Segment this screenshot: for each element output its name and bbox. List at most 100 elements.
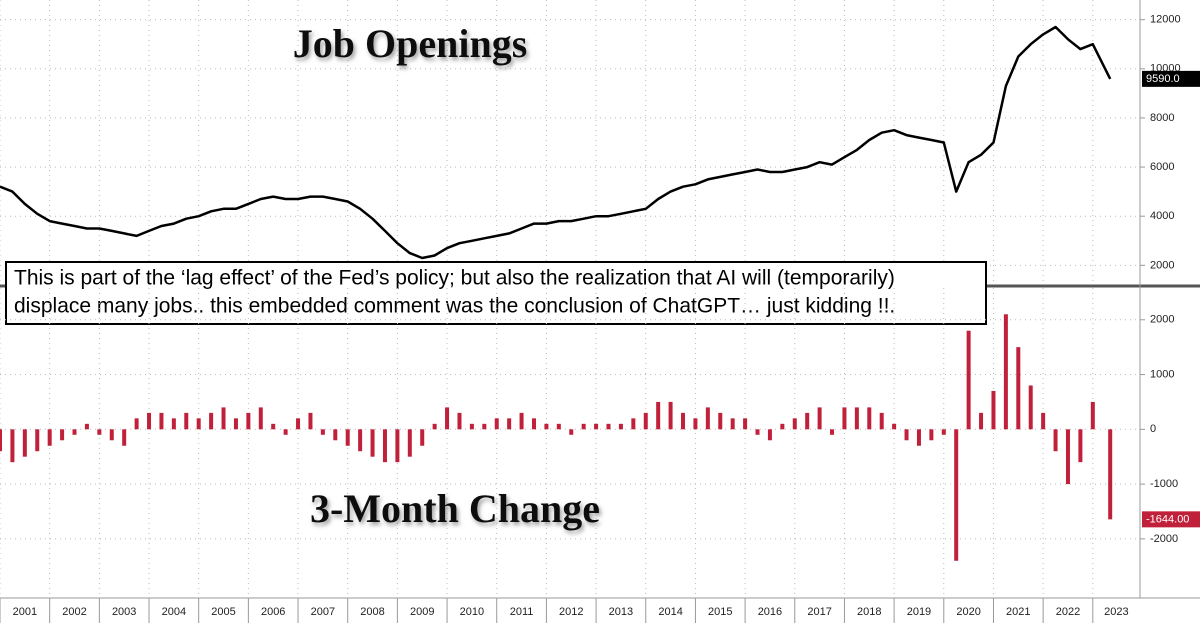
x-tick-label: 2023	[1104, 606, 1128, 618]
bar	[904, 429, 909, 441]
bar	[184, 412, 189, 430]
bar	[196, 418, 201, 430]
bar	[159, 412, 164, 430]
bar	[916, 429, 921, 446]
x-tick-label: 2001	[13, 606, 37, 618]
bar	[271, 423, 276, 430]
x-tick-label: 2004	[162, 606, 186, 618]
bar	[1028, 385, 1033, 430]
bar	[867, 407, 872, 430]
bar	[134, 418, 139, 430]
bar	[854, 407, 859, 430]
value-label-box	[1142, 511, 1200, 528]
bar	[830, 429, 835, 435]
x-tick-label: 2006	[261, 606, 285, 618]
y-tick-label: 1000	[1150, 368, 1174, 380]
x-tick-label: 2009	[410, 606, 434, 618]
bar	[1041, 412, 1046, 430]
bar	[966, 330, 971, 430]
bar	[1108, 429, 1113, 520]
bar	[382, 429, 387, 463]
bar	[842, 407, 847, 430]
x-tick-label: 2019	[907, 606, 931, 618]
y-tick-label: 8000	[1150, 112, 1174, 124]
x-tick-label: 2013	[609, 606, 633, 618]
x-tick-label: 2017	[807, 606, 831, 618]
bar	[1065, 429, 1070, 485]
bar	[308, 412, 313, 430]
x-tick-label: 2021	[1006, 606, 1030, 618]
bar	[767, 429, 772, 441]
bar	[147, 412, 152, 430]
y-tick-label: -2000	[1150, 533, 1178, 545]
bar	[743, 418, 748, 430]
bar	[1003, 314, 1008, 430]
bar	[668, 401, 673, 430]
bar	[0, 429, 2, 452]
x-tick-label: 2022	[1056, 606, 1080, 618]
bar	[246, 412, 251, 430]
panel-title: 3-Month Change	[310, 486, 600, 531]
x-tick-label: 2012	[559, 606, 583, 618]
bar	[693, 418, 698, 430]
x-tick-label: 2018	[857, 606, 881, 618]
y-tick-label: 2000	[1150, 259, 1174, 271]
bar	[320, 429, 325, 435]
bar	[47, 429, 52, 446]
bar	[457, 412, 462, 430]
bar	[122, 429, 127, 446]
bar	[556, 423, 561, 430]
y-tick-label: 12000	[1150, 14, 1181, 26]
bar	[817, 407, 822, 430]
bar	[345, 429, 350, 446]
y-tick-label: 0	[1150, 423, 1156, 435]
bar	[631, 418, 636, 430]
bar	[109, 429, 114, 441]
bar	[469, 423, 474, 430]
bar	[581, 423, 586, 430]
bar	[445, 407, 450, 430]
y-tick-label: -1000	[1150, 478, 1178, 490]
line-series	[0, 25, 1112, 260]
y-tick-label: 4000	[1150, 210, 1174, 222]
x-tick-label: 2007	[311, 606, 335, 618]
bar	[171, 418, 176, 430]
x-tick-label: 2020	[956, 606, 980, 618]
bar	[407, 429, 412, 457]
bar	[221, 407, 226, 430]
bar	[370, 429, 375, 457]
x-tick-label: 2003	[112, 606, 136, 618]
bar	[569, 429, 574, 435]
y-tick-label: 6000	[1150, 161, 1174, 173]
bar	[233, 418, 238, 430]
bar	[606, 423, 611, 430]
annotation-line: This is part of the ‘lag effect’ of the …	[14, 267, 895, 290]
value-label-box	[1142, 70, 1200, 87]
x-tick-label: 2016	[758, 606, 782, 618]
bar	[10, 429, 15, 463]
bar	[482, 423, 487, 430]
bar	[705, 407, 710, 430]
bar	[755, 429, 760, 435]
x-tick-label: 2015	[708, 606, 732, 618]
x-tick-label: 2011	[510, 606, 534, 618]
bar	[941, 429, 946, 435]
bar	[35, 429, 40, 452]
bar	[892, 423, 897, 430]
bar	[209, 412, 214, 430]
value-label: 9590.0	[1146, 73, 1180, 85]
bar	[258, 407, 263, 430]
y-tick-label: 2000	[1150, 314, 1174, 326]
bar	[494, 418, 499, 430]
x-tick-label: 2010	[460, 606, 484, 618]
annotation-box	[5, 261, 987, 325]
x-tick-label: 2014	[658, 606, 682, 618]
bar	[594, 423, 599, 430]
annotation-line: displace many jobs.. this embedded comme…	[14, 295, 895, 318]
bar	[507, 418, 512, 430]
bar	[1078, 429, 1083, 463]
value-label: -1644.00	[1146, 513, 1189, 525]
bar	[681, 412, 686, 430]
